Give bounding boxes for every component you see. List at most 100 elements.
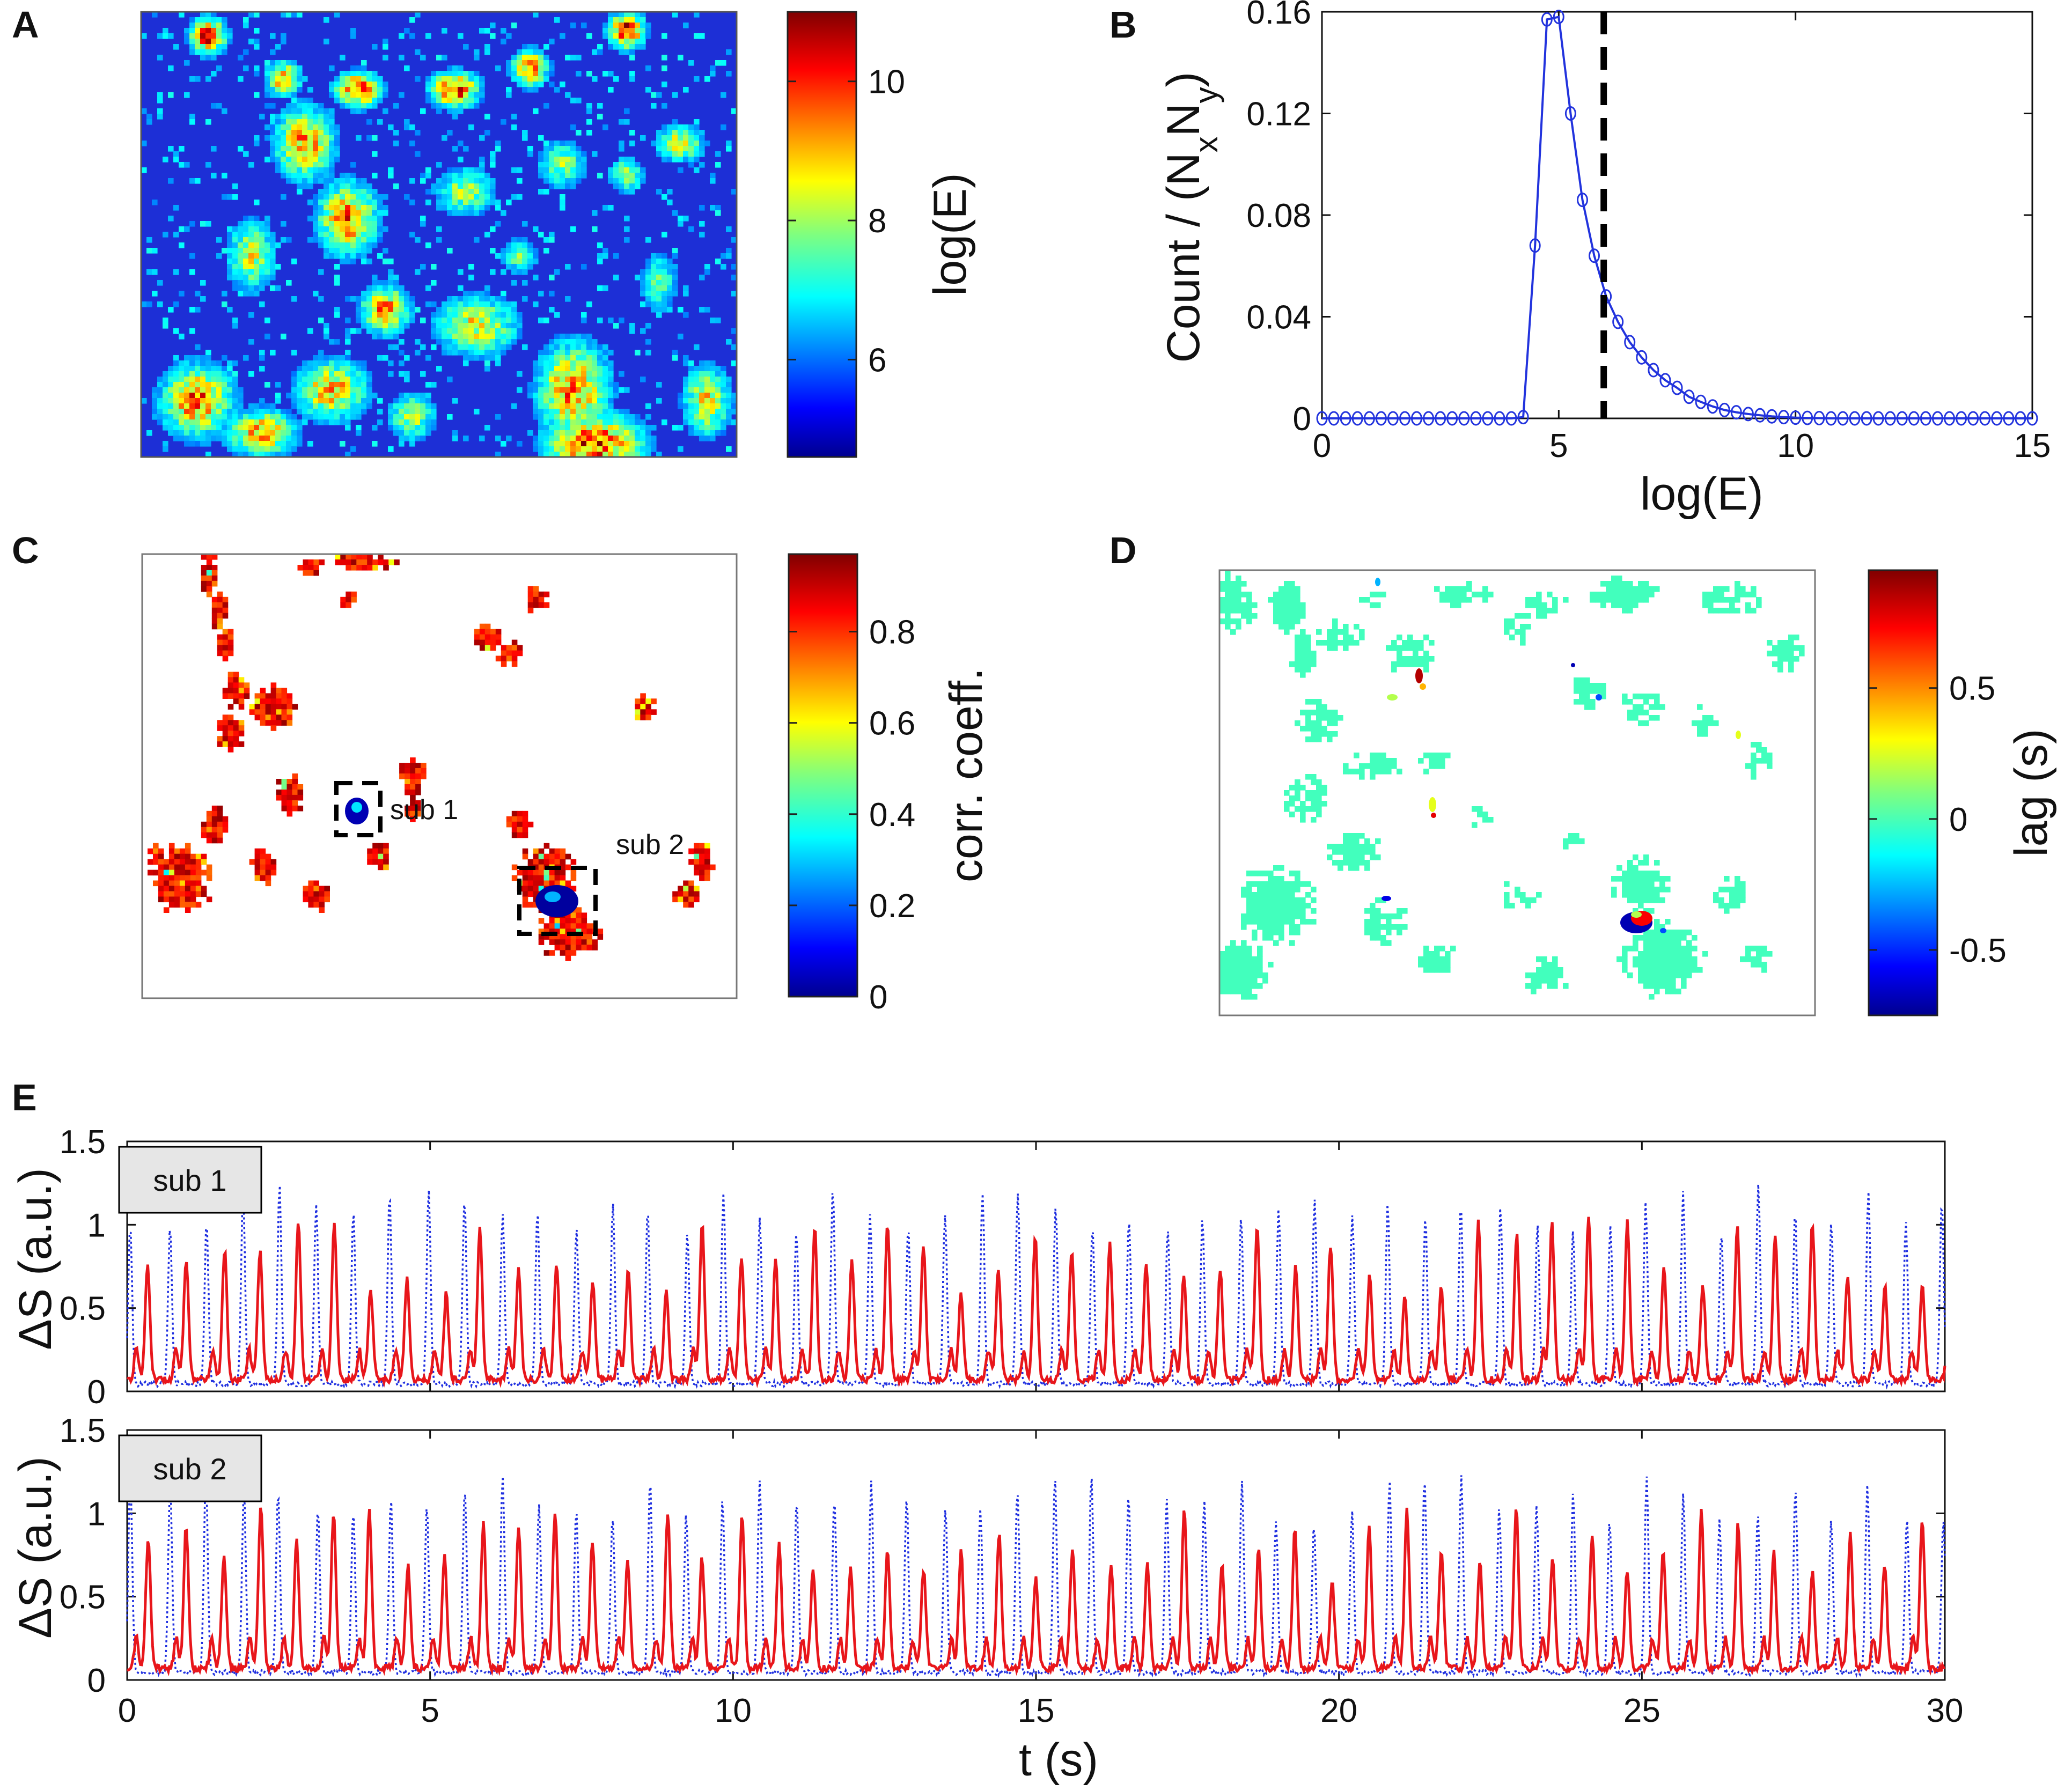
heatmap-a-cell xyxy=(581,312,587,318)
heatmap-a-cell xyxy=(254,280,260,286)
heatmap-a-cell xyxy=(603,28,608,34)
heatmap-a-cell xyxy=(629,141,635,146)
heatmap-c-cell xyxy=(479,639,486,646)
heatmap-a-cell xyxy=(683,355,689,361)
heatmap-c-cell xyxy=(270,704,277,710)
heatmap-a-cell xyxy=(356,253,362,259)
heatmap-a-cell xyxy=(329,403,335,409)
heatmap-a-cell xyxy=(549,344,555,350)
heatmap-a-cell xyxy=(254,232,260,238)
heatmap-a-cell xyxy=(227,226,233,232)
heatmap-a-cell xyxy=(715,430,721,436)
heatmap-a-cell xyxy=(291,441,297,447)
heatmap-d-cell xyxy=(1515,613,1520,619)
heatmap-c-cell xyxy=(672,896,678,903)
heatmap-a-cell xyxy=(517,269,523,275)
heatmap-d-cell xyxy=(1413,645,1419,651)
heatmap-a-cell xyxy=(501,119,506,125)
heatmap-a-cell xyxy=(592,409,598,415)
heatmap-a-cell xyxy=(458,194,464,200)
heatmap-a-cell xyxy=(334,242,340,248)
heatmap-a-cell xyxy=(366,307,372,313)
heatmap-c-cell xyxy=(356,554,362,560)
heatmap-a-cell xyxy=(726,414,732,420)
heatmap-a-cell xyxy=(318,377,324,382)
heatmap-a-cell xyxy=(243,221,249,227)
heatmap-a-cell xyxy=(474,307,480,313)
heatmap-c-cell xyxy=(222,741,229,747)
heatmap-c-cell xyxy=(238,693,245,699)
heatmap-a-cell xyxy=(495,312,501,318)
heatmap-d-cell xyxy=(1654,586,1660,592)
heatmap-a-cell xyxy=(490,248,496,254)
heatmap-a-cell xyxy=(543,419,549,425)
heatmap-c-cell xyxy=(367,859,373,865)
heatmap-a-cell xyxy=(565,377,571,382)
heatmap-d-cell xyxy=(1568,838,1574,844)
heatmap-c-cell xyxy=(560,934,566,940)
heatmap-a-cell xyxy=(511,339,517,345)
heatmap-c-cell xyxy=(351,559,357,565)
heatmap-a-cell xyxy=(554,403,560,409)
heatmap-a-cell xyxy=(307,141,313,146)
heatmap-a-cell xyxy=(324,124,329,130)
heatmap-a-cell xyxy=(667,200,673,205)
heatmap-a-cell xyxy=(291,114,297,120)
heatmap-a-cell xyxy=(463,436,469,441)
heatmap-d-cell xyxy=(1289,581,1295,587)
heatmap-d-cell xyxy=(1777,640,1783,646)
heatmap-c-cell xyxy=(265,880,271,887)
heatmap-d-cell xyxy=(1627,876,1633,882)
heatmap-a-cell xyxy=(560,393,565,399)
heatmap-d-cell xyxy=(1316,785,1322,791)
heatmap-a-cell xyxy=(447,339,453,345)
heatmap-a-cell xyxy=(608,178,614,184)
heatmap-a-cell xyxy=(281,162,286,168)
heatmap-a-cell xyxy=(393,334,399,340)
heatmap-a-cell xyxy=(420,414,426,420)
heatmap-a-cell xyxy=(608,12,614,18)
heatmap-a-cell xyxy=(356,425,362,431)
heatmap-a-cell xyxy=(576,71,582,77)
heatmap-a-cell xyxy=(318,355,324,361)
heatmap-c-cell xyxy=(554,928,561,934)
heatmap-c-cell xyxy=(565,853,571,860)
heatmap-a-cell xyxy=(452,87,458,93)
heatmap-a-cell xyxy=(157,55,163,61)
heatmap-a-cell xyxy=(388,403,394,409)
heatmap-a-cell xyxy=(501,259,506,264)
heatmap-a-cell xyxy=(721,419,726,425)
heatmap-c-cell xyxy=(694,896,700,903)
heatmap-a-cell xyxy=(281,436,286,441)
heatmap-d-cell xyxy=(1348,833,1354,839)
heatmap-a-cell xyxy=(345,339,351,345)
heatmap-a-cell xyxy=(409,425,415,431)
heatmap-c-cell xyxy=(163,880,170,887)
heatmap-a-cell xyxy=(173,44,179,50)
heatmap-c-cell xyxy=(694,853,700,860)
heatmap-a-cell xyxy=(286,173,292,179)
heatmap-d-cell xyxy=(1375,602,1381,608)
heatmap-a-cell xyxy=(554,377,560,382)
heatmap-a-cell xyxy=(592,151,598,157)
heatmap-a-cell xyxy=(227,377,233,382)
heatmap-a-cell xyxy=(613,253,619,259)
heatmap-d-cell xyxy=(1262,913,1268,919)
heatmap-a-cell xyxy=(425,82,431,87)
heatmap-a-cell xyxy=(324,360,329,366)
heatmap-a-cell xyxy=(527,76,533,82)
heatmap-a-cell xyxy=(254,28,260,34)
heatmap-d-cell xyxy=(1659,897,1665,903)
heatmap-c-cell xyxy=(522,853,528,860)
heatmap-a-cell xyxy=(232,425,238,431)
heatmap-c-cell xyxy=(254,693,261,699)
heatmap-d-cell xyxy=(1332,618,1338,624)
heatmap-d-cell xyxy=(1364,908,1370,914)
heatmap-a-cell xyxy=(388,280,394,286)
heatmap-a-cell xyxy=(699,275,705,281)
heatmap-a-cell xyxy=(533,301,539,307)
heatmap-a-cell xyxy=(694,344,700,350)
heatmap-a-cell xyxy=(361,371,367,377)
heatmap-c-cell xyxy=(222,596,229,603)
heatmap-a-cell xyxy=(629,419,635,425)
